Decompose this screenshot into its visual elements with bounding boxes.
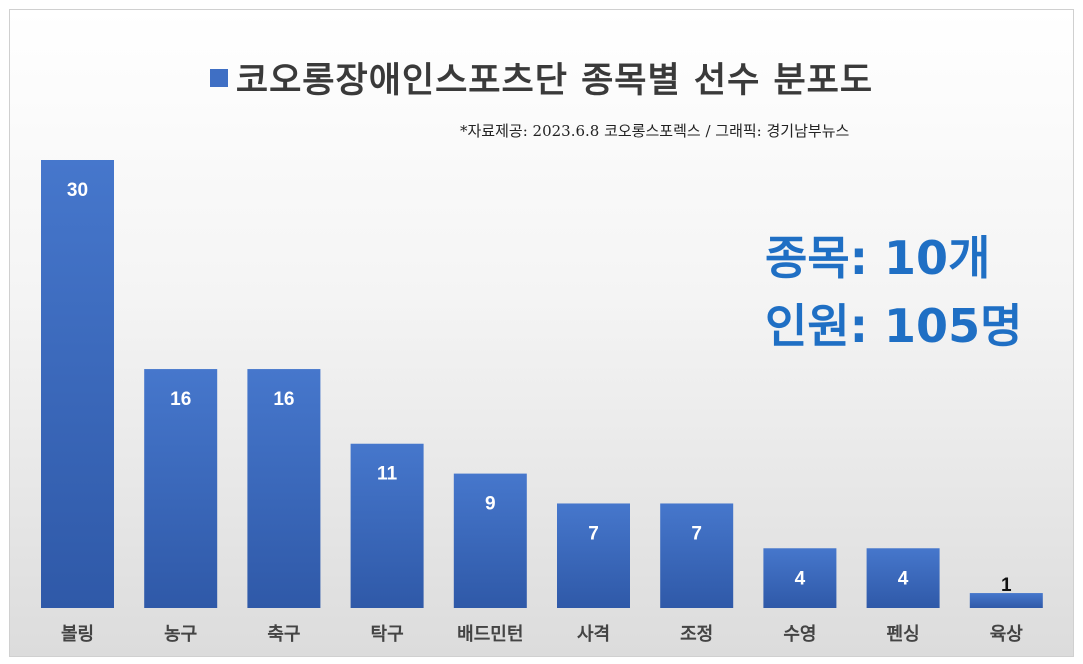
x-tick-label: 펜싱 [887, 624, 920, 645]
summary-member-count: 인원: 105명 [765, 299, 1023, 353]
chart-subtitle: *자료제공: 2023.6.8 코오롱스포렉스 / 그래픽: 경기남부뉴스 [460, 122, 850, 140]
bar-4 [350, 443, 424, 608]
bar-9 [866, 548, 940, 608]
x-tick-label: 사격 [577, 624, 610, 645]
x-tick-label: 농구 [164, 624, 197, 645]
bar-6 [557, 503, 630, 608]
summary-event-count: 종목: 10개 [765, 231, 991, 285]
data-label: 7 [691, 523, 702, 544]
x-tick-label: 탁구 [371, 624, 404, 645]
x-tick-label: 육상 [990, 624, 1024, 645]
x-tick-label: 배드민턴 [457, 624, 523, 645]
bar-8 [763, 548, 837, 608]
data-label: 30 [67, 180, 88, 201]
data-label: 1 [1001, 575, 1012, 596]
x-tick-label: 볼링 [61, 624, 94, 645]
data-label: 4 [795, 568, 806, 589]
data-label: 16 [273, 389, 294, 410]
chart-title: 코오롱장애인스포츠단 종목별 선수 분포도 [0, 52, 1083, 103]
x-tick-label: 조정 [680, 624, 713, 645]
bar-10 [969, 593, 1043, 608]
bar-1 [41, 160, 114, 608]
bar-7 [660, 503, 734, 608]
x-tick-label: 축구 [267, 624, 300, 645]
bar-2 [144, 369, 218, 608]
data-label: 9 [485, 494, 496, 515]
data-label: 11 [377, 464, 398, 485]
data-label: 16 [170, 389, 191, 410]
data-label: 7 [588, 523, 599, 544]
chart-title-text: 코오롱장애인스포츠단 종목별 선수 분포도 [235, 61, 874, 101]
bar-5 [453, 473, 527, 608]
title-marker-icon [209, 69, 228, 87]
x-tick-label: 수영 [783, 624, 816, 645]
data-label: 4 [898, 568, 909, 589]
bar-3 [247, 369, 321, 608]
